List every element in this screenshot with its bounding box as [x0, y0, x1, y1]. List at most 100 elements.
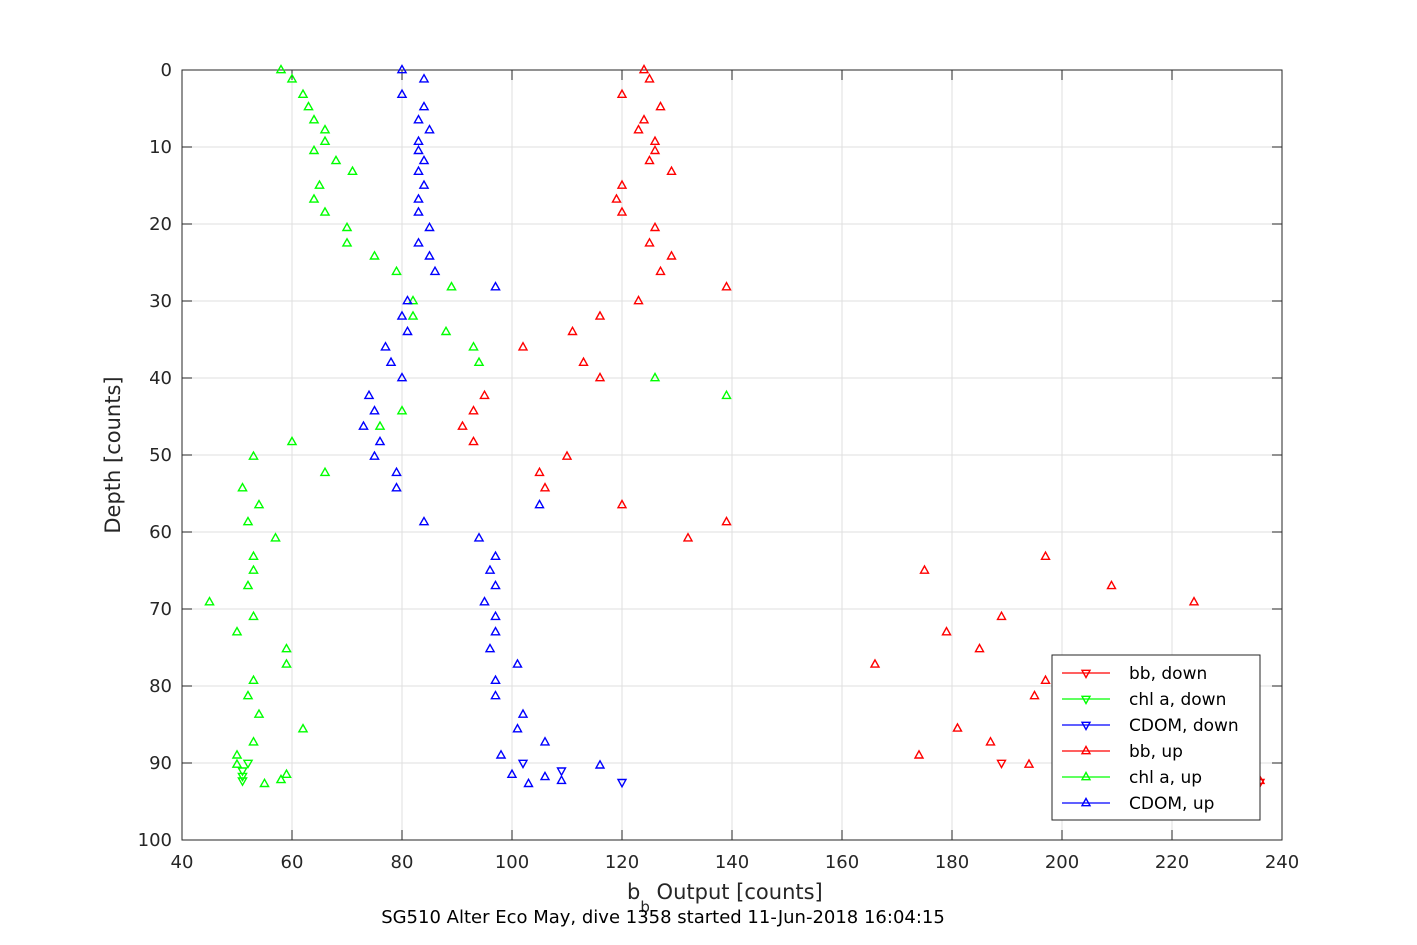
y-tick-label: 90 — [149, 753, 172, 774]
data-point — [1023, 758, 1035, 768]
data-point — [594, 310, 606, 320]
data-point — [534, 466, 545, 477]
data-point — [490, 579, 501, 590]
data-point — [231, 749, 243, 759]
legend-entry: CDOM, down — [1062, 716, 1239, 736]
legend-label: bb, down — [1129, 664, 1207, 684]
data-point — [721, 389, 732, 400]
data-point — [484, 643, 496, 653]
y-tick-label: 20 — [149, 214, 172, 235]
data-point — [248, 550, 259, 560]
x-tick-label: 60 — [281, 852, 304, 873]
data-point — [1029, 690, 1040, 700]
data-point — [281, 768, 292, 778]
data-point — [396, 64, 408, 74]
data-point — [418, 154, 430, 165]
data-point — [363, 389, 375, 400]
data-point — [638, 114, 650, 124]
x-tick-label: 220 — [1155, 852, 1189, 873]
data-point — [616, 778, 628, 789]
data-point — [402, 325, 413, 336]
data-point — [996, 759, 1007, 769]
legend-label: chl a, down — [1129, 690, 1226, 710]
data-point — [374, 420, 386, 430]
data-point — [413, 165, 424, 176]
y-tick-label: 40 — [149, 368, 172, 389]
data-point — [495, 749, 507, 759]
data-point — [347, 165, 358, 176]
data-point — [594, 372, 606, 382]
legend-entry: chl a, down — [1062, 690, 1226, 710]
data-point — [391, 265, 402, 276]
data-point — [633, 295, 644, 305]
data-point — [297, 88, 309, 99]
y-tick-label: 70 — [149, 599, 172, 620]
data-point — [418, 101, 430, 111]
data-point — [539, 770, 551, 781]
data-point — [556, 767, 567, 777]
legend-entry: CDOM, up — [1062, 794, 1214, 814]
data-point — [242, 759, 254, 769]
data-point — [385, 356, 397, 366]
x-tick-label: 160 — [825, 852, 859, 873]
series-3 — [457, 64, 1266, 785]
data-point — [468, 435, 479, 446]
data-point — [242, 516, 254, 526]
data-point — [418, 73, 430, 83]
data-point — [330, 154, 342, 165]
data-point — [319, 124, 331, 134]
data-point — [490, 626, 501, 636]
legend-box — [1051, 654, 1261, 821]
data-point — [391, 466, 402, 477]
data-point — [319, 206, 331, 216]
legend-marker — [1080, 797, 1092, 807]
x-tick-label: 40 — [171, 852, 194, 873]
data-point — [286, 435, 298, 446]
legend-entry: bb, up — [1062, 742, 1183, 762]
data-point — [682, 532, 694, 542]
data-point — [402, 295, 413, 305]
chart-title: SG510 Alter Eco May, dive 1358 started 1… — [381, 907, 945, 928]
data-point — [616, 179, 628, 189]
data-point — [242, 690, 254, 700]
data-point — [237, 482, 248, 492]
data-point — [484, 564, 496, 574]
x-tick-label: 100 — [495, 852, 529, 873]
data-point — [237, 767, 248, 777]
data-point — [633, 124, 644, 134]
legend-marker — [1080, 771, 1092, 781]
data-point — [396, 405, 408, 415]
y-tick-label: 10 — [149, 137, 172, 158]
data-point — [649, 221, 661, 232]
data-point — [556, 774, 567, 785]
data-point — [374, 435, 386, 446]
data-point — [407, 310, 419, 320]
data-point — [407, 295, 419, 305]
data-point — [380, 341, 391, 351]
x-tick-label: 240 — [1265, 852, 1299, 873]
data-point — [666, 165, 677, 176]
data-point — [418, 516, 430, 526]
data-point — [341, 221, 353, 232]
data-point — [413, 193, 424, 203]
data-point — [314, 179, 325, 189]
data-point — [490, 674, 501, 684]
data-point — [869, 658, 881, 668]
data-point — [237, 777, 248, 787]
y-tick-label: 100 — [138, 830, 172, 851]
data-point — [418, 179, 430, 189]
data-point — [396, 372, 408, 382]
data-point — [413, 237, 424, 247]
data-point — [649, 135, 661, 146]
data-point — [561, 450, 573, 460]
data-point — [655, 101, 666, 111]
legend-marker — [1080, 745, 1092, 755]
data-point — [539, 482, 551, 492]
data-point — [424, 124, 435, 134]
legend-entry: bb, down — [1062, 664, 1207, 684]
data-point — [644, 154, 655, 165]
data-point — [440, 325, 452, 336]
x-axis-label: bb Output [counts] — [627, 880, 823, 916]
data-point — [468, 341, 479, 351]
data-point — [259, 777, 270, 788]
